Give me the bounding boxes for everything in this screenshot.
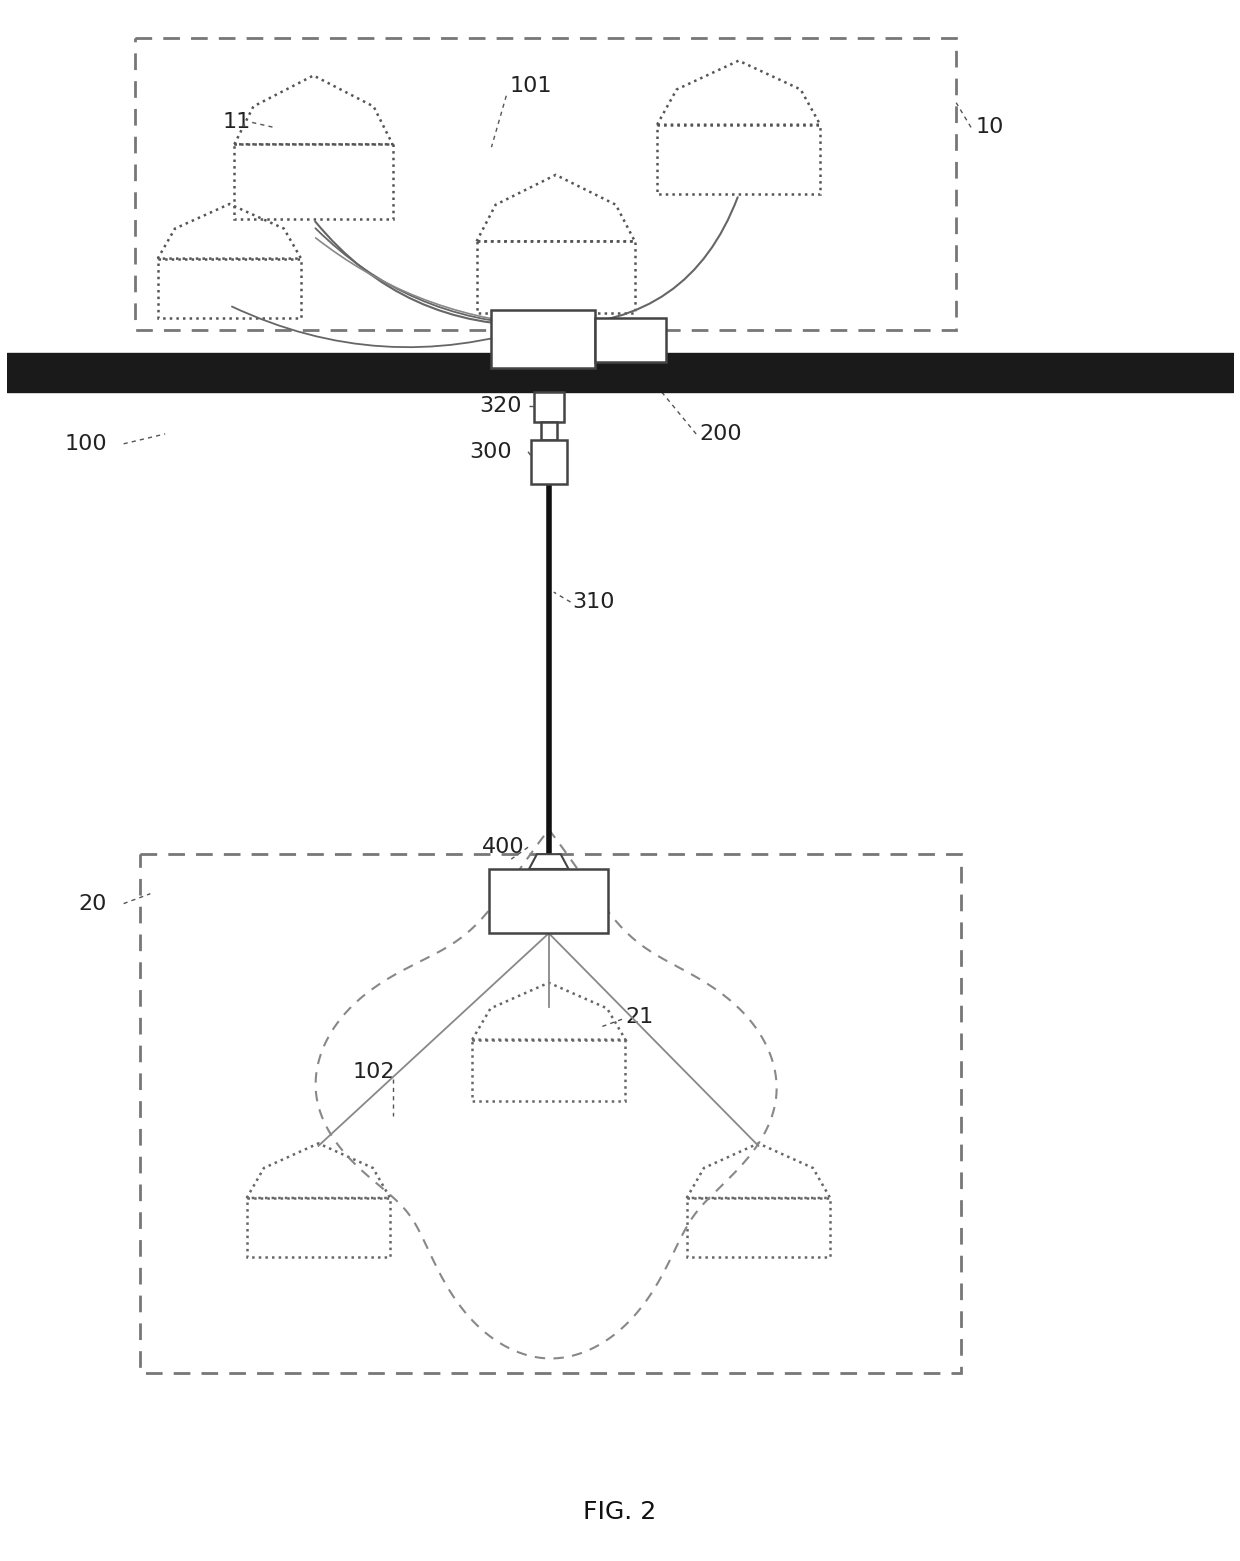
Polygon shape [529, 854, 569, 869]
Text: 21: 21 [625, 1007, 653, 1027]
Text: 10: 10 [976, 117, 1004, 137]
FancyBboxPatch shape [595, 318, 666, 362]
FancyBboxPatch shape [541, 421, 557, 440]
Text: 320: 320 [480, 396, 522, 417]
Text: 20: 20 [78, 893, 107, 913]
Text: 11: 11 [222, 112, 250, 133]
Text: 310: 310 [573, 592, 615, 612]
Text: 101: 101 [510, 76, 552, 95]
Text: 400: 400 [481, 837, 525, 857]
FancyBboxPatch shape [491, 311, 595, 368]
Text: 100: 100 [64, 434, 107, 454]
Text: FIG. 2: FIG. 2 [583, 1500, 657, 1524]
Text: 102: 102 [353, 1061, 396, 1082]
FancyBboxPatch shape [490, 869, 608, 933]
Text: 200: 200 [699, 425, 742, 443]
Text: 300: 300 [470, 442, 512, 462]
FancyBboxPatch shape [534, 392, 564, 421]
FancyBboxPatch shape [531, 440, 567, 484]
